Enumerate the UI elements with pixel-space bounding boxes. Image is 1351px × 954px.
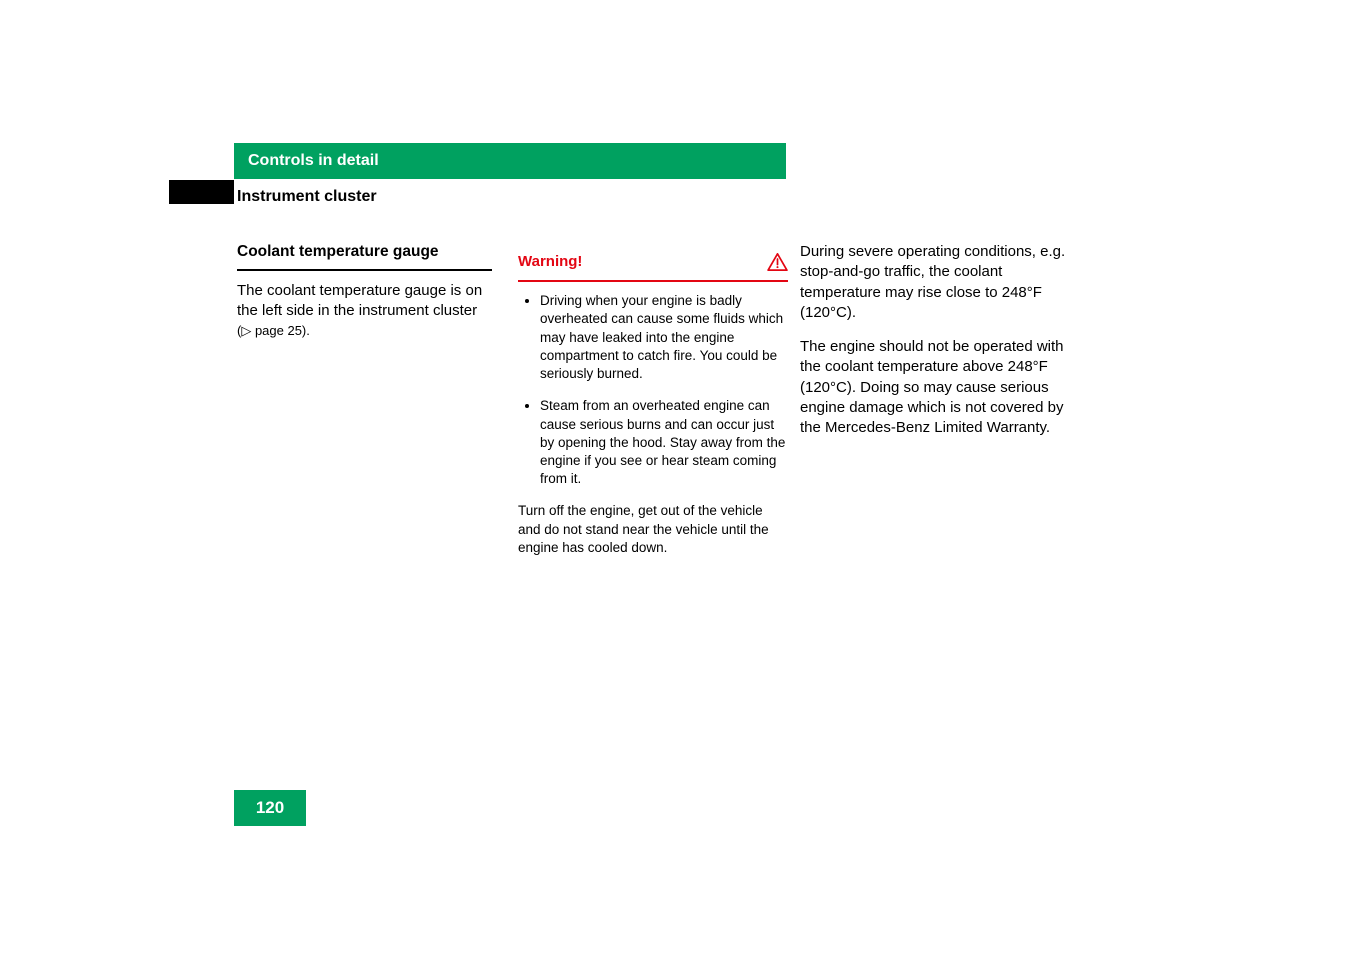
warning-triangle-icon [767, 253, 788, 271]
body-text: The coolant temperature gauge is on the … [237, 282, 482, 319]
chapter-banner: Controls in detail [234, 143, 786, 179]
column-center: Warning! Driving when your engine is bad… [518, 242, 788, 567]
warning-box: Warning! Driving when your engine is bad… [518, 242, 788, 567]
page-cross-reference: (▷ page 25). [237, 322, 310, 340]
section-title: Instrument cluster [237, 188, 377, 206]
section-tab [169, 180, 234, 204]
topic-body: The coolant temperature gauge is on the … [237, 281, 492, 342]
warning-title: Warning! [518, 252, 582, 272]
topic-heading: Coolant temperature gauge [237, 242, 492, 263]
warning-body: Driving when your engine is badly overhe… [518, 282, 788, 567]
chapter-title: Controls in detail [248, 152, 379, 169]
body-paragraph: The engine should not be operated with t… [800, 337, 1070, 438]
heading-rule [237, 269, 492, 271]
page-number: 120 [234, 790, 306, 826]
warning-closing: Turn off the engine, get out of the vehi… [518, 502, 788, 557]
warning-bullet: Steam from an overheated engine can caus… [540, 397, 788, 488]
warning-header: Warning! [518, 242, 788, 282]
warning-bullet: Driving when your engine is badly overhe… [540, 292, 788, 383]
warning-bullet-list: Driving when your engine is badly overhe… [518, 292, 788, 488]
column-right: During severe operating conditions, e.g.… [800, 242, 1070, 452]
body-paragraph: During severe operating conditions, e.g.… [800, 242, 1070, 323]
column-left: Coolant temperature gauge The coolant te… [237, 242, 492, 348]
